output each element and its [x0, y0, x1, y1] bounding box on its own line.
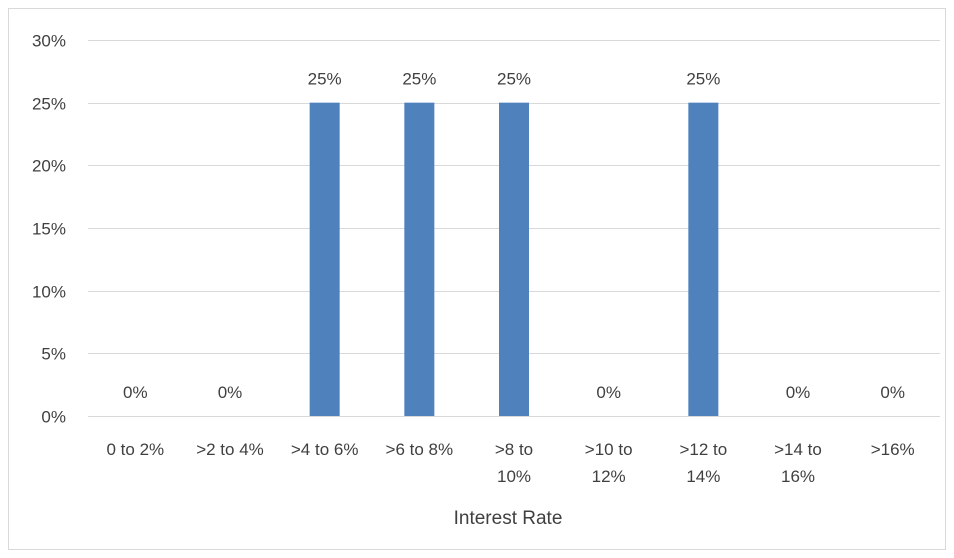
data-label: 0% — [786, 383, 811, 402]
bar — [499, 102, 529, 417]
x-tick-label: >6 to 8% — [386, 440, 454, 459]
bar — [688, 102, 719, 417]
y-tick-label: 10% — [32, 283, 66, 302]
data-label: 0% — [123, 383, 148, 402]
x-tick-label: >4 to 6% — [291, 440, 359, 459]
bar — [309, 102, 340, 417]
x-tick-label: >16% — [871, 440, 915, 459]
x-tick-label: >8 to — [495, 440, 533, 459]
bars — [309, 102, 719, 417]
bar — [404, 102, 435, 417]
data-label: 0% — [880, 383, 905, 402]
chart-frame — [8, 8, 946, 550]
x-tick-label: 16% — [781, 467, 815, 486]
x-tick-label: 12% — [592, 467, 626, 486]
data-label: 0% — [218, 383, 243, 402]
x-tick-label: >12 to — [679, 440, 727, 459]
x-tick-label: >2 to 4% — [196, 440, 264, 459]
y-tick-label: 25% — [32, 95, 66, 114]
data-label: 25% — [497, 70, 531, 89]
y-tick-label: 20% — [32, 157, 66, 176]
x-axis-title: Interest Rate — [454, 508, 563, 529]
y-tick-label: 30% — [32, 32, 66, 51]
x-tick-label: 0 to 2% — [107, 440, 165, 459]
y-tick-label: 5% — [41, 345, 66, 364]
x-tick-label: >14 to — [774, 440, 822, 459]
data-label: 25% — [308, 70, 342, 89]
data-labels: 0% 0% 25% 25% 25% 0% 25% 0% 0% — [123, 70, 905, 402]
data-label: 25% — [402, 70, 436, 89]
x-tick-labels: 0 to 2% >2 to 4% >4 to 6% >6 to 8% >8 to 10% >… — [107, 440, 915, 486]
y-tick-label: 0% — [41, 408, 66, 427]
data-label: 25% — [686, 70, 720, 89]
x-tick-label: 14% — [686, 467, 720, 486]
data-label: 0% — [596, 383, 621, 402]
x-tick-label: >10 to — [585, 440, 633, 459]
y-tick-labels: 0% 5% 10% 15% 20% 25% 30% — [32, 32, 66, 427]
x-tick-label: 10% — [497, 467, 531, 486]
y-tick-label: 15% — [32, 220, 66, 239]
